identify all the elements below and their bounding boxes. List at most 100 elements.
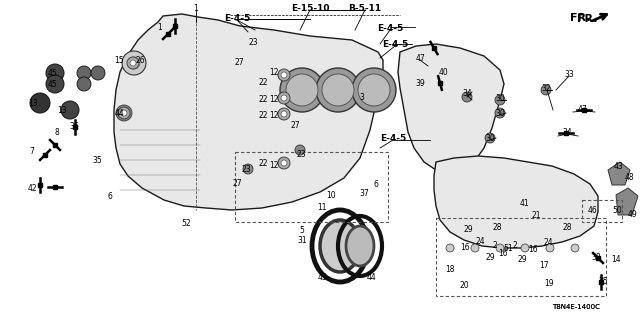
Circle shape [278,92,290,104]
Text: E-4-5: E-4-5 [382,39,408,49]
Circle shape [485,133,495,143]
Circle shape [61,101,79,119]
Text: 18: 18 [445,266,455,275]
Text: 40: 40 [438,68,448,76]
Circle shape [546,244,554,252]
Text: 20: 20 [459,282,469,291]
Circle shape [322,74,354,106]
Text: 36: 36 [69,122,79,131]
Text: 1: 1 [194,4,198,12]
Circle shape [281,95,287,101]
Text: 12: 12 [269,94,279,103]
Text: 46: 46 [587,205,597,214]
Ellipse shape [320,220,360,272]
Bar [582,200,622,222]
Text: FR.: FR. [570,13,590,23]
Text: 25: 25 [598,276,608,285]
Text: 45: 45 [47,68,57,77]
Circle shape [278,70,288,80]
Text: 28: 28 [563,222,572,231]
Circle shape [121,110,127,116]
Ellipse shape [346,226,374,266]
Text: 51: 51 [503,244,513,252]
Circle shape [130,60,136,66]
Text: B-5-11: B-5-11 [348,4,381,12]
Text: 13: 13 [57,106,67,115]
Polygon shape [398,44,504,172]
Circle shape [77,66,91,80]
Text: 47: 47 [415,53,425,62]
Text: 45: 45 [47,79,57,89]
Circle shape [30,93,50,113]
Text: 22: 22 [259,158,268,167]
Text: 41: 41 [519,198,529,207]
Polygon shape [114,14,383,210]
Text: 49: 49 [627,210,637,219]
Text: 21: 21 [531,211,541,220]
Text: 16: 16 [460,243,470,252]
Text: 39: 39 [415,78,425,87]
Text: 30: 30 [495,93,505,102]
Text: 22: 22 [259,110,268,119]
Text: 6: 6 [108,191,113,201]
Text: 8: 8 [54,127,60,137]
Circle shape [46,64,64,82]
Text: 15: 15 [114,55,124,65]
Text: 23: 23 [296,149,306,158]
Text: 29: 29 [463,225,473,234]
Text: 11: 11 [317,203,327,212]
Text: 22: 22 [259,94,268,103]
Text: 6: 6 [374,180,378,188]
Circle shape [316,68,360,112]
Text: 5: 5 [300,226,305,235]
Text: 27: 27 [290,121,300,130]
Text: 2: 2 [493,241,497,250]
Text: 35: 35 [92,156,102,164]
Text: FR.: FR. [577,14,598,24]
Circle shape [46,75,64,93]
Text: 27: 27 [232,179,242,188]
Text: 30: 30 [495,108,505,117]
Text: 9: 9 [173,22,177,31]
Text: 44: 44 [366,273,376,282]
Circle shape [281,72,287,78]
Text: E-4-5: E-4-5 [224,13,250,22]
Bar [235,152,388,222]
Bar [436,218,606,296]
Circle shape [462,92,472,102]
Circle shape [278,158,288,168]
Text: 16: 16 [528,244,538,253]
Text: 17: 17 [539,260,549,269]
Text: 52: 52 [181,219,191,228]
Circle shape [77,77,91,91]
Circle shape [281,160,287,166]
Text: 7: 7 [29,147,35,156]
Text: 3: 3 [360,92,364,101]
Text: 29: 29 [517,254,527,263]
Text: 44: 44 [114,108,124,117]
Text: 27: 27 [234,58,244,67]
Circle shape [496,244,504,252]
Text: 50: 50 [612,205,622,214]
Circle shape [127,57,139,69]
Text: 23: 23 [248,37,258,46]
Text: 2: 2 [513,241,517,250]
Polygon shape [608,162,630,185]
Circle shape [286,74,318,106]
Circle shape [352,68,396,112]
Circle shape [495,95,505,105]
Text: 31: 31 [297,236,307,244]
Text: 12: 12 [269,161,279,170]
Text: 29: 29 [485,253,495,262]
Text: 42: 42 [27,183,37,193]
Text: 22: 22 [259,77,268,86]
Text: 37: 37 [359,188,369,197]
Circle shape [521,244,529,252]
Text: T8N4E-1400C: T8N4E-1400C [552,304,600,310]
Polygon shape [434,156,598,248]
Text: 34: 34 [562,127,572,137]
Text: 13: 13 [28,99,38,108]
Circle shape [122,51,146,75]
Circle shape [278,109,288,119]
Circle shape [295,145,305,155]
